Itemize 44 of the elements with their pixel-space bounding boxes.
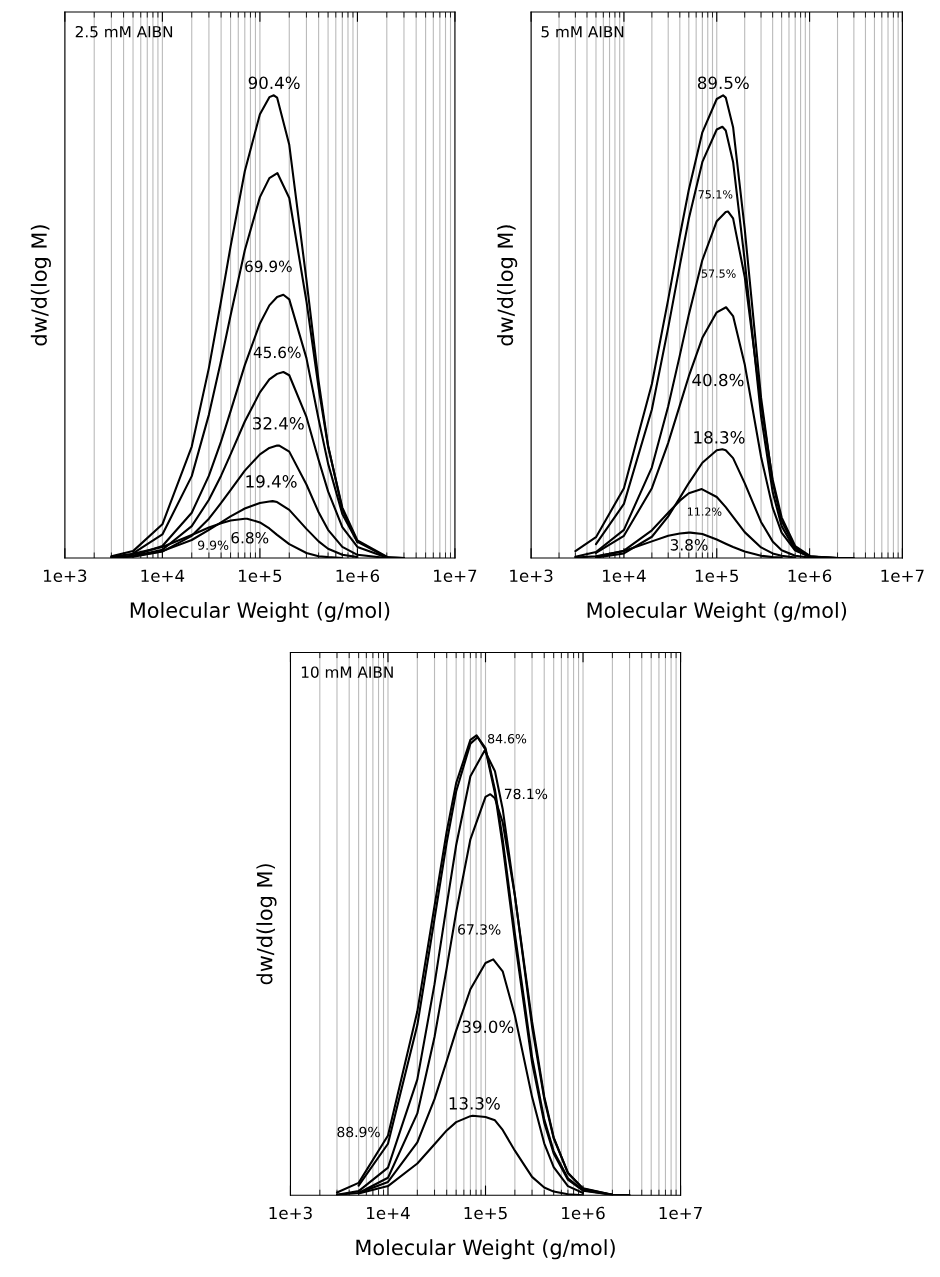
chart-title: 5 mM AIBN bbox=[541, 26, 624, 38]
series-label: 6.8% bbox=[231, 531, 269, 544]
series-label: 18.3% bbox=[694, 431, 745, 444]
series-label: 3.8% bbox=[670, 539, 708, 551]
series-label: 11.2% bbox=[687, 507, 722, 516]
x-tick-label: 1e+7 bbox=[659, 1206, 702, 1220]
y-axis-title: dw/d(log M) bbox=[30, 225, 51, 346]
x-axis-title: Molecular Weight (g/mol) bbox=[130, 601, 390, 623]
x-tick-label: 1e+6 bbox=[788, 569, 832, 583]
series-label: 89.5% bbox=[697, 76, 749, 90]
series-label: 78.1% bbox=[504, 788, 548, 800]
x-tick-label: 1e+6 bbox=[336, 569, 380, 583]
y-axis-title: dw/d(log M) bbox=[256, 864, 277, 985]
series-label: 75.1% bbox=[698, 190, 733, 199]
series-label: 9.9% bbox=[197, 540, 229, 550]
x-tick-label: 1e+3 bbox=[510, 569, 553, 583]
series-label: 40.8% bbox=[692, 373, 744, 387]
series-label: 88.9% bbox=[337, 1126, 380, 1138]
chart-title: 2.5 mM AIBN bbox=[75, 25, 173, 38]
series-label: 69.9% bbox=[245, 260, 292, 273]
x-axis-title: Molecular Weight (g/mol) bbox=[356, 1239, 615, 1260]
y-axis-title: dw/d(log M) bbox=[497, 225, 518, 346]
x-axis-title: Molecular Weight (g/mol) bbox=[587, 601, 847, 623]
series-label: 39.0% bbox=[462, 1020, 514, 1034]
series-label: 57.5% bbox=[701, 269, 736, 278]
x-tick-label: 1e+7 bbox=[434, 569, 477, 583]
series-label: 13.3% bbox=[449, 1097, 500, 1110]
x-tick-label: 1e+3 bbox=[269, 1206, 312, 1220]
x-tick-label: 1e+4 bbox=[141, 569, 185, 583]
x-tick-label: 1e+4 bbox=[603, 569, 646, 583]
series-label: 19.4% bbox=[246, 475, 297, 488]
series-label: 45.6% bbox=[253, 346, 301, 359]
series-label: 90.4% bbox=[248, 76, 300, 90]
x-tick-label: 1e+5 bbox=[464, 1206, 507, 1220]
x-tick-label: 1e+5 bbox=[695, 569, 739, 583]
x-tick-label: 1e+7 bbox=[881, 569, 924, 583]
x-tick-label: 1e+4 bbox=[367, 1206, 410, 1220]
chart-title: 10 mM AIBN bbox=[301, 666, 393, 678]
series-label: 67.3% bbox=[458, 924, 501, 935]
series-label: 84.6% bbox=[488, 733, 527, 744]
series-label: 32.4% bbox=[253, 417, 304, 430]
x-tick-label: 1e+3 bbox=[43, 569, 87, 583]
x-tick-label: 1e+5 bbox=[239, 569, 282, 583]
x-tick-label: 1e+6 bbox=[562, 1206, 605, 1220]
